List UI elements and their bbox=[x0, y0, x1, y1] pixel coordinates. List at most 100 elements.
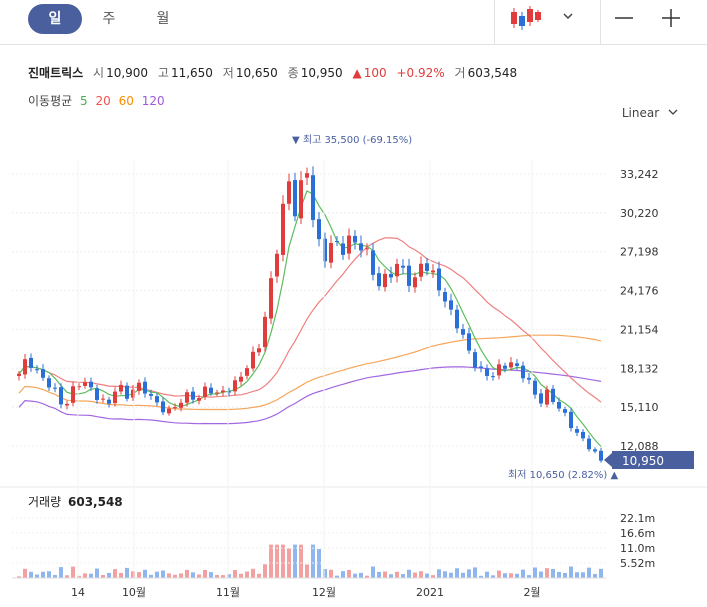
candle-body bbox=[563, 409, 567, 413]
volume-bar bbox=[143, 569, 147, 578]
candle-body bbox=[215, 392, 219, 394]
stock-name: 진매트릭스 bbox=[28, 66, 84, 80]
candle-body bbox=[527, 377, 531, 380]
candle-body bbox=[287, 181, 291, 204]
current-price-label: 10,950 bbox=[622, 454, 664, 468]
volume-bar bbox=[521, 569, 525, 578]
candle-body bbox=[347, 235, 351, 254]
volume-bar bbox=[389, 574, 393, 578]
candle-body bbox=[101, 398, 105, 400]
candle-body bbox=[197, 398, 201, 401]
candle-body bbox=[383, 273, 387, 288]
volume-bar bbox=[479, 575, 483, 578]
ma5-line bbox=[18, 190, 602, 447]
candle-body bbox=[581, 431, 585, 439]
candle-body bbox=[431, 270, 435, 273]
candle-body bbox=[443, 292, 447, 302]
volume-bar bbox=[443, 571, 447, 578]
change-percent: +0.92% bbox=[396, 66, 445, 80]
candle-body bbox=[371, 250, 375, 275]
zoom-in-button[interactable] bbox=[648, 0, 696, 44]
price-axis: 33,242 30,220 27,198 24,176 21,154 18,132 15,1… bbox=[620, 168, 659, 453]
volume-bar bbox=[89, 573, 93, 578]
price-tick: 18,132 bbox=[620, 362, 659, 375]
volume-bar bbox=[107, 572, 111, 578]
candle-body bbox=[185, 392, 189, 403]
candle-body bbox=[131, 389, 135, 398]
volume-bar bbox=[407, 569, 411, 578]
zoom-out-button[interactable] bbox=[600, 0, 649, 44]
volume-bar bbox=[341, 571, 345, 578]
volume-bar bbox=[185, 569, 189, 578]
candle-body bbox=[557, 402, 561, 409]
low-label: 저 bbox=[222, 66, 234, 80]
volume-bar bbox=[191, 572, 195, 578]
change-arrow: ▲ bbox=[352, 66, 362, 80]
volume-bar bbox=[587, 567, 591, 578]
volume-bar bbox=[83, 573, 87, 578]
candle-body bbox=[317, 219, 321, 240]
candle-body bbox=[461, 329, 465, 335]
tab-daily[interactable]: 일 bbox=[28, 4, 82, 34]
volume-bar bbox=[47, 571, 51, 578]
volume-bar bbox=[347, 569, 351, 578]
candle-body bbox=[413, 277, 417, 288]
candle-body bbox=[401, 265, 405, 268]
volume-bar bbox=[65, 575, 69, 578]
candle-body bbox=[173, 407, 177, 409]
high-annotation: ▼ 최고 35,500 (-69.15%) bbox=[292, 134, 412, 146]
volume-bar bbox=[287, 548, 291, 578]
candle-body bbox=[365, 248, 369, 250]
volume-bar bbox=[413, 572, 417, 578]
volume-bar bbox=[461, 572, 465, 578]
price-tick: 12,088 bbox=[620, 440, 659, 453]
price-tick: 21,154 bbox=[620, 323, 659, 336]
price-tick: 27,198 bbox=[620, 246, 659, 259]
candle-body bbox=[467, 333, 471, 351]
candle-body bbox=[407, 265, 411, 286]
candle-body bbox=[17, 373, 21, 376]
close-value: 10,950 bbox=[300, 66, 343, 80]
candle-body bbox=[293, 180, 297, 217]
candle-body bbox=[137, 382, 141, 391]
current-price-badge bbox=[612, 451, 694, 469]
candle-body bbox=[575, 429, 579, 433]
volume-bar bbox=[539, 571, 543, 578]
volume-bar bbox=[197, 574, 201, 578]
volume-bar bbox=[515, 573, 519, 578]
x-tick: 11월 bbox=[216, 586, 240, 599]
low-value: 10,650 bbox=[235, 66, 278, 80]
candle-body bbox=[89, 381, 93, 388]
candle-body bbox=[53, 387, 57, 389]
candle-body bbox=[275, 253, 279, 277]
candle-body bbox=[155, 396, 159, 403]
high-value: 11,650 bbox=[170, 66, 213, 80]
volume-bar bbox=[335, 575, 339, 578]
volume-bar bbox=[359, 572, 363, 578]
tab-weekly[interactable]: 주 bbox=[102, 11, 116, 27]
volume-bar bbox=[71, 566, 75, 578]
candle-body bbox=[209, 387, 213, 394]
volume-bar bbox=[161, 570, 165, 578]
price-tick: 30,220 bbox=[620, 207, 659, 220]
volume-bar bbox=[149, 574, 153, 578]
volume-bar bbox=[125, 567, 129, 578]
volume-bar bbox=[497, 570, 501, 578]
chart-type-button[interactable] bbox=[494, 0, 585, 44]
candle-body bbox=[599, 450, 603, 461]
x-tick: 2021 bbox=[416, 586, 444, 599]
scale-selector[interactable]: Linear bbox=[622, 106, 679, 120]
volume-bar bbox=[305, 564, 309, 578]
volume-label: 거 bbox=[454, 66, 466, 80]
volume-bar bbox=[281, 544, 285, 578]
candle-body bbox=[251, 351, 255, 369]
volume-bar bbox=[203, 570, 207, 578]
candle-body bbox=[419, 263, 423, 277]
volume-bar bbox=[251, 568, 255, 578]
candle-body bbox=[263, 316, 267, 348]
minus-icon bbox=[615, 17, 633, 19]
candle-body bbox=[119, 384, 123, 392]
chevron-down-icon bbox=[668, 109, 678, 115]
candlestick-icon bbox=[511, 6, 541, 30]
tab-monthly[interactable]: 월 bbox=[156, 11, 170, 27]
